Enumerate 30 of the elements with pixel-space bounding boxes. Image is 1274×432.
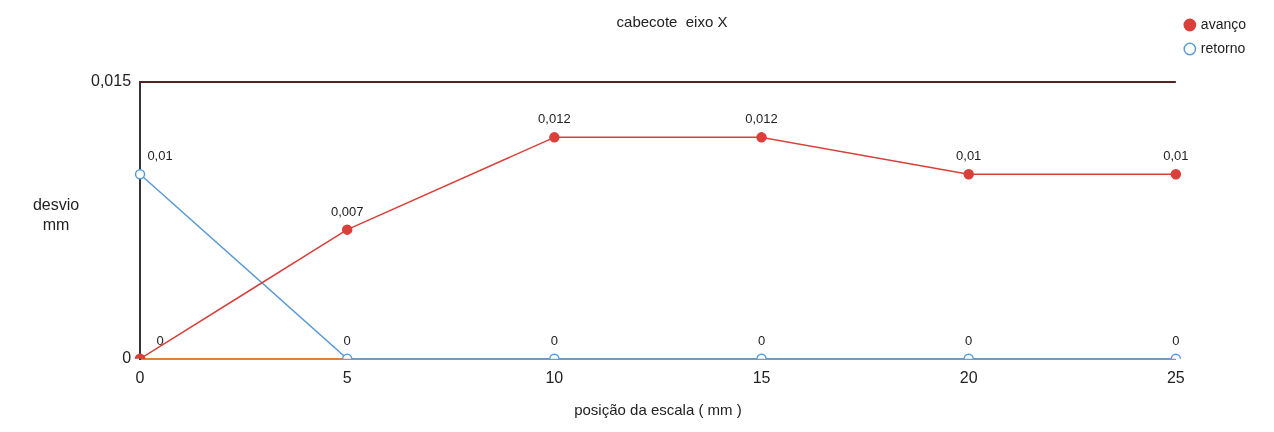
chart-title: cabecote eixo X — [616, 13, 728, 31]
point — [963, 169, 974, 180]
data-label: 0 — [965, 332, 973, 348]
x-tick-label: 15 — [752, 368, 771, 386]
x-axis-title: posição da escala ( mm ) — [574, 401, 742, 419]
data-label: 0,012 — [745, 111, 778, 127]
y-axis-title: desvio mm — [32, 196, 80, 234]
data-label: 0,01 — [1163, 148, 1189, 164]
y-tick-label: 0,015 — [90, 72, 132, 90]
legend-label: avanço — [1200, 15, 1247, 32]
data-label: 0 — [1172, 332, 1180, 348]
x-tick-label: 20 — [959, 368, 978, 386]
x-tick-label: 0 — [135, 368, 145, 386]
point — [134, 169, 146, 180]
data-label: 0,012 — [538, 111, 571, 127]
point — [549, 132, 560, 143]
data-label: 0 — [550, 332, 558, 348]
point — [1170, 169, 1182, 180]
legend-label: retorno — [1200, 39, 1246, 56]
data-label: 0,01 — [956, 148, 982, 164]
data-label: 0,007 — [330, 203, 364, 219]
x-tick-label: 25 — [1166, 368, 1185, 386]
data-label: 0 — [156, 332, 164, 348]
data-label: 0 — [343, 332, 351, 348]
data-label: 0,01 — [147, 148, 173, 164]
point — [341, 224, 353, 235]
x-tick-label: 5 — [342, 368, 352, 386]
point — [756, 132, 767, 143]
data-label: 0 — [757, 332, 766, 348]
x-tick-label: 10 — [545, 368, 564, 386]
